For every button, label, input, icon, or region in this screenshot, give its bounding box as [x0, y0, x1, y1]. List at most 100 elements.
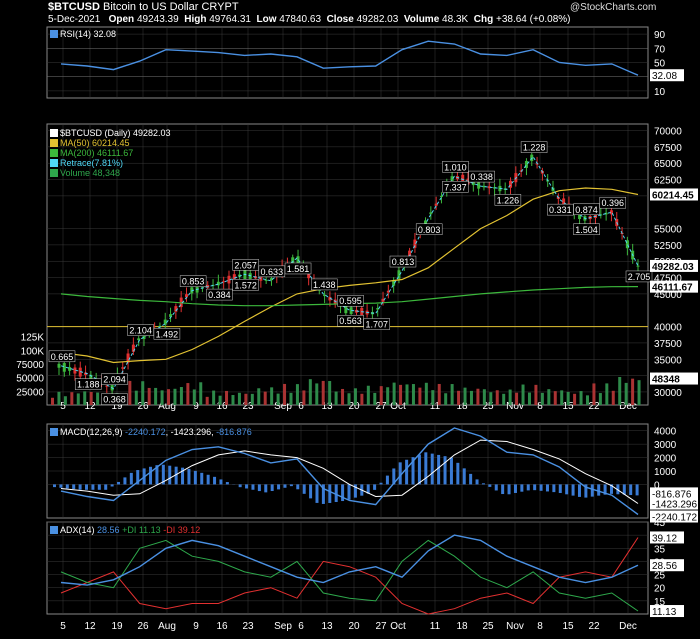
macd-hist-bar	[398, 462, 402, 485]
x-tick-label: Oct	[390, 621, 406, 632]
macd-title: MACD(12,26,9)	[60, 427, 123, 437]
pdi-line	[60, 539, 639, 612]
mdi-value: -DI 39.12	[163, 525, 201, 535]
retrace-label: 1.707	[365, 320, 388, 330]
volume-bar	[128, 380, 132, 405]
retrace-label: 1.572	[234, 280, 257, 290]
macd-hist-bar	[129, 472, 133, 485]
volume-bar	[444, 393, 448, 405]
candle-body	[158, 325, 162, 327]
candle-body	[296, 256, 300, 266]
macd-hist-bar	[392, 468, 396, 485]
adx-tick: 35	[654, 544, 666, 555]
volume-bar	[547, 389, 551, 405]
macd-hist-bar	[206, 474, 210, 485]
price-legend-item: Retrace(7.81%)	[50, 158, 171, 168]
volume-bar	[134, 390, 138, 405]
legend-swatch	[50, 149, 58, 157]
macd-value-box	[650, 497, 698, 510]
date: 5-Dec-2021	[48, 14, 101, 25]
volume-bar	[585, 395, 589, 405]
candle-body	[137, 338, 141, 341]
retrace-label-box	[415, 223, 443, 236]
macd-hist-bar	[437, 454, 441, 485]
candle-body	[78, 367, 82, 377]
candle-body	[216, 281, 220, 286]
price-tick: 35000	[654, 355, 682, 366]
volume-value-label-box	[650, 372, 698, 385]
volume-bar	[366, 385, 370, 405]
candle-body	[105, 385, 109, 387]
volume-bar	[605, 383, 609, 405]
volume-bar	[457, 390, 461, 405]
candle-body	[439, 195, 443, 197]
macd-hist-bar	[104, 484, 108, 490]
candle-body	[636, 265, 640, 267]
macd-hist-bar	[443, 456, 447, 485]
x-tick-label: Dec	[619, 621, 637, 632]
price-legend-item: MA(200) 46111.67	[50, 148, 171, 158]
retrace-label: 2.705	[628, 272, 651, 282]
macd-hist-bar	[187, 468, 191, 485]
macd-hist-bar	[174, 466, 178, 485]
mdi-line	[60, 537, 639, 615]
macd-hist-bar	[462, 468, 466, 485]
retrace-label-box	[337, 294, 364, 307]
macd-hist-bar	[117, 481, 121, 485]
macd-hist-bar	[507, 484, 511, 495]
macd-tick: 0	[654, 480, 660, 491]
price-tick: 62500	[654, 176, 682, 187]
rsi-tick: 50	[654, 59, 666, 70]
volume-bar	[399, 384, 403, 405]
price-tick: 70000	[654, 127, 682, 138]
volume-bar	[199, 382, 203, 405]
retrace-label: 0.384	[208, 290, 231, 300]
candle-body	[609, 210, 613, 215]
x-tick-label: 26	[137, 401, 149, 412]
macd-hist-bar	[65, 484, 69, 489]
low-value: 47840.63	[279, 14, 322, 25]
volume-bar	[476, 388, 480, 405]
macd-hist-bar	[181, 467, 185, 485]
retrace-label-box	[153, 328, 181, 340]
candle-body	[493, 187, 497, 189]
volume-bar	[611, 390, 615, 405]
macd-hist-bar	[603, 484, 607, 495]
price-tick: 67500	[654, 143, 682, 154]
volume-bar	[534, 384, 538, 405]
retrace-label-box	[494, 194, 522, 206]
volume-bar	[373, 392, 377, 405]
candle-body	[408, 250, 412, 258]
candle-body	[392, 280, 396, 286]
candle-body	[169, 314, 173, 317]
adx-value-box	[650, 559, 684, 572]
adx-tick: 20	[654, 584, 666, 595]
candle-body	[434, 203, 438, 206]
symbol-name: Bitcoin to US Dollar	[103, 1, 199, 13]
x-tick-label: 26	[137, 621, 149, 632]
volume-bar	[411, 384, 415, 405]
chart-title: $BTCUSD Bitcoin to US Dollar CRYPT	[48, 1, 239, 13]
macd-value-label: -2240.172	[652, 513, 697, 524]
volume-bar	[463, 387, 467, 405]
candle-body	[126, 353, 130, 363]
volume-bar	[489, 392, 493, 405]
macd-hist-bar	[97, 484, 101, 490]
macd-hist-bar	[545, 484, 549, 492]
macd-hist-bar	[296, 484, 300, 490]
volume-bar	[173, 388, 177, 405]
open-label: Open	[108, 14, 135, 25]
candle-body	[174, 306, 178, 312]
legend-label: $BTCUSD (Daily) 49282.03	[60, 128, 171, 138]
price-tick: 47500	[654, 274, 682, 285]
candle-body	[509, 180, 513, 188]
candle-body	[131, 344, 135, 352]
volume-bar	[347, 393, 351, 405]
rsi-value-box	[650, 69, 684, 82]
candle-body	[227, 275, 231, 284]
low-label: Low	[256, 14, 277, 25]
x-tick-label: 25	[482, 401, 494, 412]
retrace-line	[60, 155, 639, 390]
open-value: 49243.39	[136, 14, 179, 25]
